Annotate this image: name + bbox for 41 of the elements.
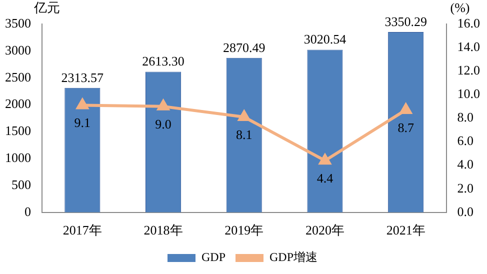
x-tick-label: 2017年	[62, 222, 102, 238]
y-tick-label: 500	[12, 176, 31, 192]
data-label: 8.7	[398, 120, 414, 135]
data-label: 3350.29	[384, 14, 427, 29]
point	[157, 100, 170, 110]
y2-tick-label: 6.0	[457, 133, 474, 148]
legend-label: GDP增速	[270, 250, 318, 264]
point	[76, 98, 88, 110]
data-label: 9.0	[155, 116, 172, 132]
y2-tick-label: 12.0	[457, 62, 480, 78]
y-tick-label: 1000	[5, 150, 31, 165]
point	[238, 110, 250, 122]
y2-tick-label: 2.0	[457, 180, 474, 196]
y2-tick-label: 14.0	[457, 38, 480, 54]
y2-tick-label: 16.0	[457, 15, 480, 30]
data-label: 2870.49	[223, 40, 266, 55]
y-tick-label: 2500	[5, 69, 31, 84]
y-axis-title: 亿元	[33, 0, 60, 15]
y-tick-label: 1500	[5, 123, 31, 138]
y2-tick-label: 8.0	[457, 110, 474, 125]
data-label: 8.1	[236, 126, 252, 142]
y2-tick-label: 4.0	[457, 156, 474, 172]
data-label: 3020.54	[304, 32, 347, 47]
point	[319, 154, 331, 165]
data-label: 4.4	[316, 170, 334, 186]
y-tick-label: 0	[24, 204, 31, 219]
data-label: 2313.57	[61, 70, 104, 85]
data-label: 2613.30	[142, 54, 184, 69]
y2-tick-label: 0.0	[457, 204, 474, 219]
x-tick-label: 2019年	[224, 222, 264, 238]
data-label: 9.1	[74, 115, 91, 130]
y-tick-label: 3000	[5, 42, 31, 58]
y2-axis-title: (%)	[450, 0, 470, 15]
y-tick-label: 3500	[5, 15, 31, 30]
x-tick-label: 2020年	[305, 222, 344, 238]
point	[400, 103, 412, 114]
legend-label: GDP	[201, 250, 226, 264]
y-tick-label: 2000	[5, 96, 31, 112]
y2-tick-label: 10.0	[457, 86, 480, 102]
x-tick-label: 2021年	[386, 222, 426, 238]
x-tick-label: 2018年	[144, 222, 183, 238]
